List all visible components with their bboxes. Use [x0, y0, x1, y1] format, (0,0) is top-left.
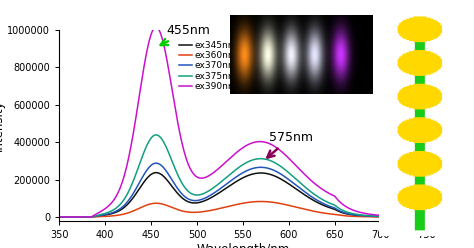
- ex375nm: [205, 190, 211, 193]
- ex345nm: [350, 214, 356, 217]
- ex345nm: [219, 190, 224, 193]
- ex375nm: [309, 191, 315, 194]
- ex345nm: [309, 198, 315, 201]
- Y-axis label: Intensity: Intensity: [0, 99, 5, 151]
- ex345nm: [205, 198, 211, 201]
- Text: 575nm: 575nm: [267, 131, 313, 157]
- ex360nm: [94, 215, 100, 218]
- ex390nm: [309, 180, 315, 183]
- ex360nm: [350, 215, 356, 218]
- ex375nm: [94, 214, 100, 217]
- ex360nm: [56, 216, 62, 218]
- ex370nm: [219, 186, 224, 189]
- ex390nm: [219, 165, 224, 168]
- ex345nm: [94, 215, 100, 218]
- ex375nm: [350, 212, 356, 215]
- ex360nm: [424, 216, 429, 218]
- Line: ex390nm: ex390nm: [59, 27, 427, 217]
- Line: ex370nm: ex370nm: [59, 163, 427, 217]
- ex390nm: [424, 215, 429, 218]
- ex370nm: [94, 215, 100, 217]
- ex360nm: [205, 210, 210, 213]
- ex345nm: [153, 171, 159, 174]
- ex360nm: [309, 209, 315, 212]
- ex375nm: [56, 216, 62, 218]
- ex345nm: [56, 216, 62, 218]
- Text: 455nm: 455nm: [161, 24, 210, 45]
- ex390nm: [343, 205, 349, 208]
- ex370nm: [205, 195, 211, 198]
- ex390nm: [94, 212, 100, 215]
- ex370nm: [350, 213, 356, 216]
- Legend: ex345nm, ex360nm, ex370nm, ex375nm, ex390nm: ex345nm, ex360nm, ex370nm, ex375nm, ex39…: [176, 37, 241, 95]
- ex360nm: [218, 207, 224, 210]
- Line: ex360nm: ex360nm: [59, 201, 427, 217]
- ex390nm: [56, 216, 62, 218]
- ex375nm: [153, 133, 159, 136]
- Line: ex375nm: ex375nm: [59, 135, 427, 217]
- ex370nm: [309, 195, 315, 198]
- Line: ex345nm: ex345nm: [59, 173, 427, 217]
- ex360nm: [258, 200, 264, 203]
- ex370nm: [424, 216, 429, 218]
- ex370nm: [56, 216, 62, 218]
- ex390nm: [350, 209, 356, 212]
- ex345nm: [343, 212, 349, 215]
- ex375nm: [219, 180, 224, 183]
- ex370nm: [153, 162, 159, 165]
- ex390nm: [153, 26, 159, 29]
- ex390nm: [205, 175, 211, 178]
- ex375nm: [343, 210, 349, 213]
- ex345nm: [424, 216, 429, 218]
- ex360nm: [343, 215, 349, 217]
- X-axis label: Wavelength/nm: Wavelength/nm: [196, 243, 290, 248]
- ex370nm: [343, 212, 349, 215]
- ex375nm: [424, 216, 429, 218]
